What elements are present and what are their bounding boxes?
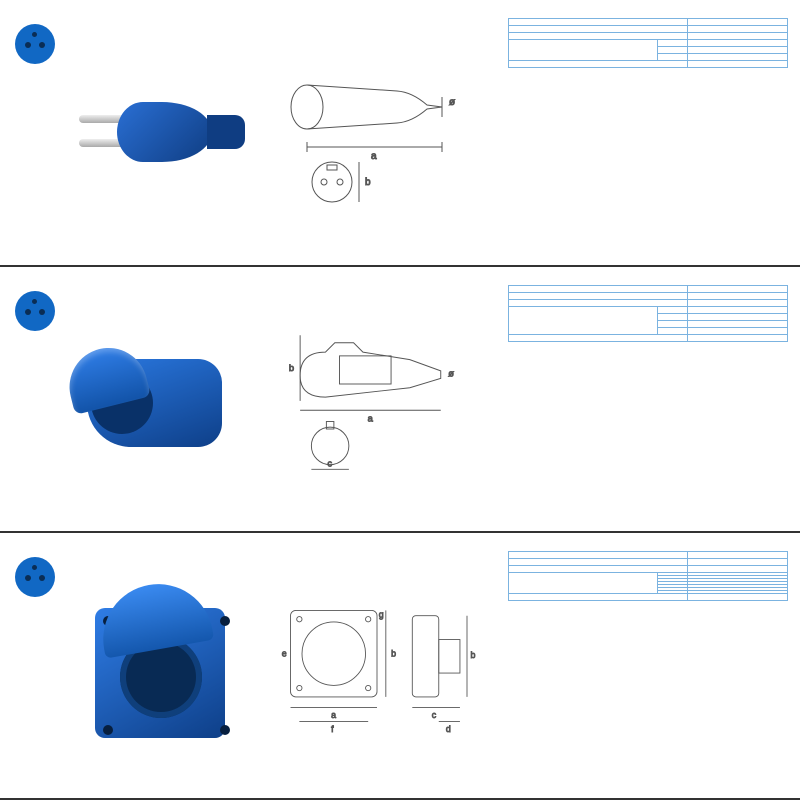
dim-val [688,313,788,320]
rated-current-label [509,559,688,566]
dim-key [658,40,688,47]
pin-config-icon [15,24,55,64]
cable-label [509,61,688,68]
dim-key [658,47,688,54]
pole-label [509,566,688,573]
product-photo [62,551,262,780]
spec-table [508,18,788,68]
pole-label [509,299,688,306]
product-photo [62,285,262,514]
cable-value [688,334,788,341]
svg-text:g: g [379,609,384,619]
svg-text:ø: ø [448,368,454,378]
spec-table-col [492,18,792,247]
dimension-label [509,40,658,61]
dim-val [688,320,788,327]
dim-key [658,306,688,313]
rated-current-value [688,26,788,33]
svg-text:a: a [368,413,374,423]
product-row-panel: a f b g e c d b [0,533,800,800]
cable-value [688,594,788,601]
product-row-plug: a ø b [0,0,800,267]
dim-val [688,54,788,61]
svg-text:e: e [282,648,287,658]
svg-text:a: a [371,151,377,162]
pin-config-icon [15,291,55,331]
svg-text:b: b [471,650,476,660]
svg-text:b: b [391,648,396,658]
earth-contact-label [509,19,688,26]
dimension-label [509,306,658,334]
svg-text:ø: ø [449,97,455,108]
pin-config-icon [15,557,55,597]
rated-current-label [509,292,688,299]
rated-current-value [688,559,788,566]
spec-table-col [492,551,792,780]
svg-text:b: b [289,363,294,373]
dim-key [658,54,688,61]
cable-value [688,61,788,68]
earth-contact-value [688,285,788,292]
pole-value [688,33,788,40]
dimension-diagram: a f b g e c d b [262,551,492,780]
config-icon-col [8,285,62,514]
rated-current-label [509,26,688,33]
dim-key [658,327,688,334]
earth-contact-label [509,552,688,559]
earth-contact-value [688,552,788,559]
config-icon-col [8,18,62,247]
config-icon-col [8,551,62,780]
spec-table [508,551,788,601]
dimension-label [509,573,658,594]
cable-label [509,594,688,601]
dimension-diagram: b a ø c [262,285,492,514]
dim-val [688,40,788,47]
pole-value [688,566,788,573]
pole-value [688,299,788,306]
spec-table [508,285,788,342]
svg-text:c: c [327,458,332,468]
product-photo [62,18,262,247]
svg-text:c: c [432,710,437,720]
rated-current-value [688,292,788,299]
dim-val [688,327,788,334]
spec-table-col [492,285,792,514]
svg-text:b: b [365,177,371,188]
dim-val [688,306,788,313]
dimension-diagram: a ø b [262,18,492,247]
earth-contact-label [509,285,688,292]
dim-key [658,313,688,320]
cable-label [509,334,688,341]
svg-text:a: a [331,710,336,720]
dim-val [688,47,788,54]
svg-text:d: d [446,724,451,734]
earth-contact-value [688,19,788,26]
pole-label [509,33,688,40]
product-row-coupler: b a ø c [0,267,800,534]
svg-text:f: f [331,724,334,734]
dim-key [658,320,688,327]
